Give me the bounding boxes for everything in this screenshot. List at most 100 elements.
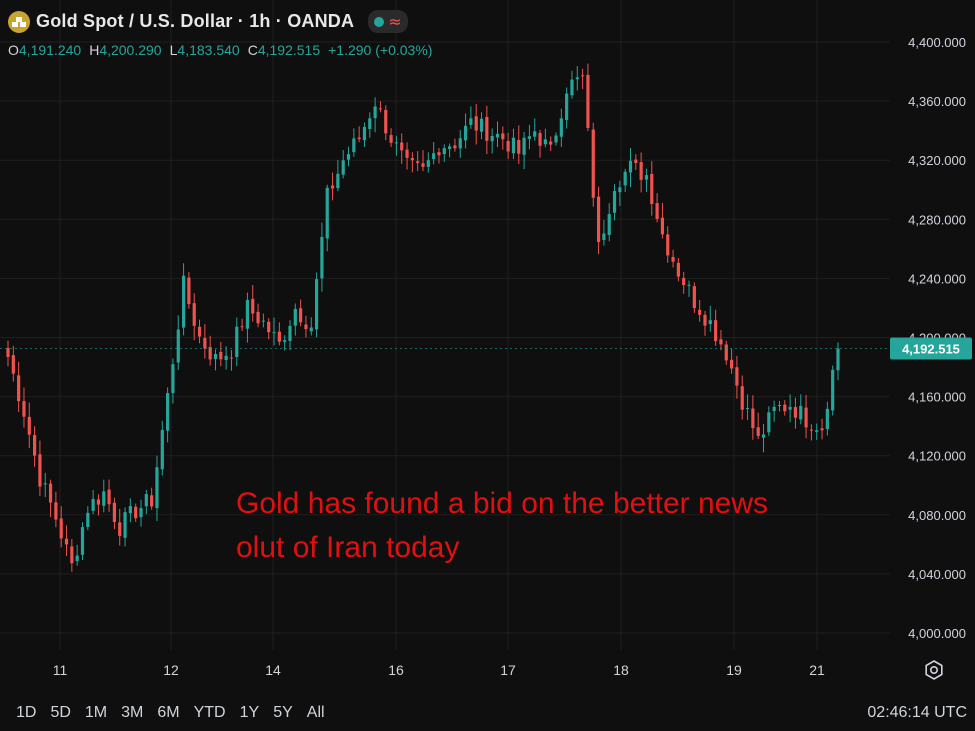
candle-body: [373, 106, 377, 119]
wave-icon: ≈: [388, 12, 402, 31]
candle-body: [506, 141, 510, 152]
candle-body: [623, 171, 627, 186]
candle-body: [70, 546, 74, 564]
change-value: +1.290 (+0.03%): [328, 42, 433, 58]
chart-grid: [0, 0, 890, 650]
candle-body: [181, 275, 186, 328]
candle-body: [714, 320, 718, 342]
range-all[interactable]: All: [306, 704, 325, 721]
candle-body: [219, 351, 223, 360]
candle-body: [309, 327, 313, 332]
candle-body: [836, 348, 840, 371]
candle-body: [602, 233, 606, 240]
candle-body: [549, 141, 553, 145]
candle-body: [554, 135, 558, 143]
symbol-title[interactable]: Gold Spot / U.S. Dollar · 1h · OANDA: [36, 11, 355, 31]
candle-body: [245, 300, 250, 329]
candle-body: [421, 163, 425, 167]
market-status[interactable]: ≈: [368, 10, 408, 33]
y-tick-label: 4,280.000: [908, 212, 966, 227]
candle-body: [27, 416, 31, 435]
candle-body: [458, 138, 462, 149]
current-price-label: 4,192.515: [902, 342, 960, 357]
range-3m[interactable]: 3M: [121, 704, 144, 721]
candle-body: [235, 326, 239, 357]
candle-body: [368, 118, 372, 129]
candle-body: [676, 262, 680, 277]
y-tick-label: 4,320.000: [908, 153, 966, 168]
candle-body: [612, 191, 617, 213]
candle-body: [33, 435, 37, 456]
utc-clock[interactable]: 02:46:14 UTC: [867, 704, 967, 721]
candle-body: [501, 133, 505, 140]
x-tick-label: 17: [500, 662, 516, 678]
candle-body: [735, 367, 739, 386]
candle-body: [644, 175, 649, 180]
candle-body: [118, 522, 122, 536]
chart-header: Gold Spot / U.S. Dollar · 1h · OANDA ≈: [8, 10, 408, 33]
candle-body: [267, 321, 271, 333]
candle-body: [197, 326, 202, 337]
candle-body: [112, 502, 117, 522]
ohlc-legend: O4,191.240 H4,200.290 L4,183.540 C4,192.…: [8, 42, 432, 58]
y-tick-label: 4,360.000: [908, 94, 966, 109]
candle-body: [150, 495, 154, 507]
candle-body: [777, 405, 782, 407]
market-open-icon: [374, 16, 385, 27]
candle-body: [815, 430, 819, 432]
high-label: H: [89, 42, 100, 58]
candle-body: [634, 159, 638, 163]
candle-body: [144, 494, 148, 507]
candle-body: [432, 153, 436, 160]
high-value: 4,200.290: [99, 42, 162, 58]
range-5y[interactable]: 5Y: [273, 704, 293, 721]
candle-body: [490, 136, 494, 142]
candle-body: [213, 354, 218, 360]
candles: [6, 63, 840, 572]
candle-body: [756, 427, 760, 436]
range-1m[interactable]: 1M: [84, 704, 108, 721]
candle-body: [384, 109, 388, 134]
candle-body: [809, 429, 813, 431]
candle-body: [687, 284, 691, 286]
candle-body: [740, 386, 744, 410]
candle-body: [596, 196, 601, 243]
y-tick-label: 4,240.000: [908, 271, 966, 286]
settings-gear-icon[interactable]: [924, 660, 944, 680]
candle-body: [336, 173, 340, 189]
candle-body: [277, 331, 281, 342]
candle-body: [799, 405, 803, 420]
candle-body: [43, 483, 47, 485]
candle-body: [804, 407, 808, 428]
candle-body: [48, 483, 53, 503]
range-1d[interactable]: 1D: [16, 704, 37, 721]
candle-body: [650, 173, 654, 204]
candle-body: [80, 527, 85, 555]
candle-body: [761, 434, 766, 438]
candle-body: [719, 339, 723, 345]
candle-body: [708, 320, 712, 325]
range-ytd[interactable]: YTD: [193, 704, 226, 721]
candle-body: [538, 132, 542, 146]
candle-body: [155, 467, 159, 509]
candle-body: [293, 308, 297, 326]
candle-body: [357, 137, 361, 140]
candle-body: [86, 512, 90, 528]
candle-body: [479, 118, 484, 132]
candle-body: [820, 428, 824, 431]
candle-body: [453, 145, 457, 149]
x-tick-label: 18: [613, 662, 629, 678]
candle-body: [320, 236, 324, 279]
range-5d[interactable]: 5D: [50, 704, 71, 721]
candle-body: [448, 146, 452, 150]
range-6m[interactable]: 6M: [157, 704, 180, 721]
candle-body: [352, 138, 356, 153]
candle-body: [128, 506, 132, 514]
candle-body: [581, 75, 585, 77]
candle-body: [703, 314, 707, 326]
y-axis: 4,000.000 4,040.000 4,080.000 4,120.000 4,16…: [908, 35, 966, 641]
range-1y[interactable]: 1Y: [239, 704, 260, 721]
candle-body: [166, 393, 170, 431]
candle-body: [729, 359, 734, 369]
